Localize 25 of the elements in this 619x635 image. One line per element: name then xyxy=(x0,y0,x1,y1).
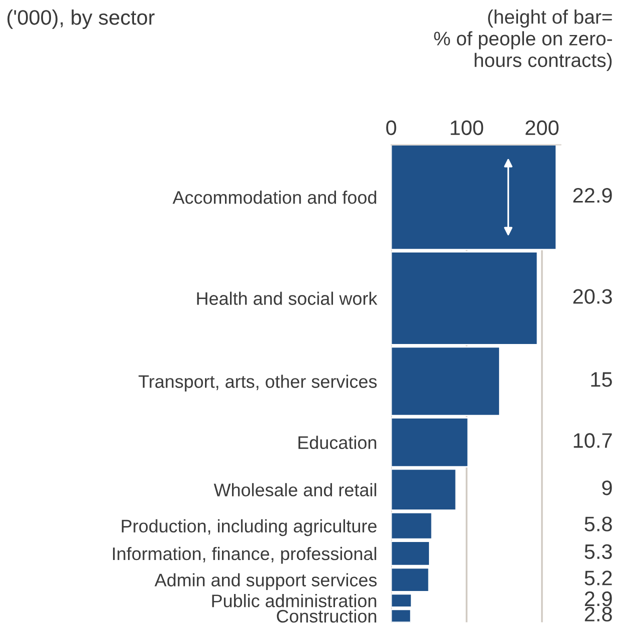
y-tick-label: Health and social work xyxy=(197,292,378,305)
text: 2.9 xyxy=(584,591,612,606)
text: 2.8 xyxy=(584,606,612,622)
y-tick-label: Public administration xyxy=(212,594,376,608)
y-tick-label: Admin and support services xyxy=(154,573,377,590)
y-tick-label: Information, finance, professional xyxy=(113,546,376,564)
text: 9 xyxy=(602,480,612,496)
text: 15 xyxy=(591,372,612,387)
x-tick-label: 100 xyxy=(450,120,484,136)
text: (height of bar= % of people on zero- hours contracts) xyxy=(434,10,612,71)
text: 5.8 xyxy=(584,516,612,532)
text: ('000), by sector xyxy=(7,10,155,29)
text: 10.7 xyxy=(574,433,612,448)
text: 22.9 xyxy=(573,188,612,203)
text: 5.3 xyxy=(584,544,612,560)
y-tick-label: Wholesale and retail xyxy=(214,483,376,496)
text: 20.3 xyxy=(573,289,612,304)
text: 5.2 xyxy=(584,570,612,586)
x-tick-label: 0 xyxy=(386,120,396,136)
y-tick-label: Accommodation and food xyxy=(172,190,376,204)
y-tick-label: Construction xyxy=(276,609,376,623)
y-tick-label: Education xyxy=(298,436,376,450)
y-tick-label: Production, including agriculture xyxy=(122,519,377,536)
x-tick-label: 200 xyxy=(526,120,559,136)
y-tick-label: Transport, arts, other services xyxy=(138,374,377,392)
